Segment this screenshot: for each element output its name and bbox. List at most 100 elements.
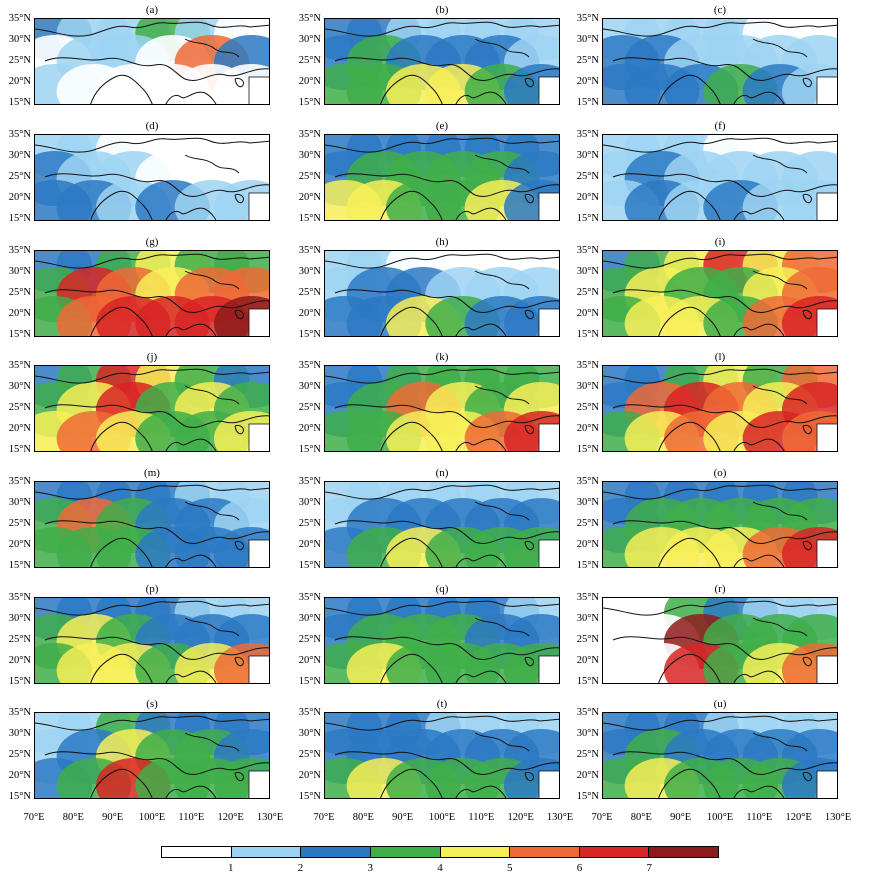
x-axis-tick-label: 100°E (428, 812, 456, 823)
y-axis-tick-label: 30°N (576, 381, 599, 392)
y-axis-tick-label: 25°N (298, 634, 321, 645)
contour-map (602, 134, 838, 221)
boundary-line (733, 323, 785, 336)
boundary-line (603, 21, 837, 37)
boundary-line (752, 385, 808, 405)
boundary-line (165, 785, 217, 798)
color-legend (161, 846, 719, 860)
boundary-line (658, 768, 721, 798)
x-axis-tick-label: 80°E (630, 812, 652, 823)
y-axis-tick-label: 20°N (298, 655, 321, 666)
boundary-line (44, 57, 269, 81)
inset-map-box (248, 76, 269, 104)
inset-map-box (816, 770, 837, 798)
boundary-line (802, 194, 812, 204)
y-axis-tick-label: 30°N (298, 497, 321, 508)
map-panel: (m) 35°N 30°N 25°N 20°N 15°N (0, 467, 270, 582)
y-axis-tick-label: 15°N (576, 791, 599, 802)
legend-swatch (510, 847, 580, 857)
y-axis-tick-label: 25°N (8, 634, 31, 645)
legend-tick-label: 4 (437, 862, 443, 874)
y-axis-tick-label: 20°N (8, 423, 31, 434)
y-axis-tick-label: 15°N (298, 791, 321, 802)
map-canvas (325, 366, 559, 451)
boundary-line (234, 541, 244, 551)
panel-label: (t) (436, 698, 448, 710)
boundary-line (380, 306, 443, 336)
contour-map (324, 134, 560, 221)
boundary-line (612, 751, 837, 775)
map-canvas (35, 366, 269, 451)
contour-map (602, 18, 838, 105)
boundary-line (44, 173, 269, 197)
boundary-line (184, 617, 240, 637)
y-axis-tick-label: 15°N (576, 97, 599, 108)
boundary-line (184, 501, 240, 521)
boundary-line (612, 520, 837, 544)
boundary-line (35, 368, 269, 384)
y-axis-tick-label: 15°N (576, 444, 599, 455)
boundary-line (455, 207, 507, 220)
boundary-line (234, 657, 244, 667)
map-canvas (35, 19, 269, 104)
contour-map (34, 712, 270, 799)
boundary-line (658, 190, 721, 220)
y-axis-tick-label: 20°N (576, 308, 599, 319)
boundary-line (733, 670, 785, 683)
map-panel: (h) 35°N 30°N 25°N 20°N 15°N (290, 236, 560, 351)
y-axis-tick-label: 15°N (298, 560, 321, 571)
y-axis-tick-label: 35°N (298, 13, 321, 24)
boundary-line (658, 653, 721, 683)
boundary-line (165, 670, 217, 683)
boundary-line (334, 404, 559, 428)
boundary-line (752, 154, 808, 174)
y-axis-tick-label: 20°N (8, 192, 31, 203)
boundary-line (733, 91, 785, 104)
y-axis-tick-label: 25°N (576, 634, 599, 645)
boundary-line (658, 74, 721, 104)
panel-label: (n) (435, 467, 449, 479)
boundary-line (752, 270, 808, 290)
boundary-line (165, 438, 217, 451)
boundary-line (612, 57, 837, 81)
y-axis-tick-label: 25°N (298, 55, 321, 66)
boundary-line (165, 91, 217, 104)
boundary-line (455, 554, 507, 567)
legend-tick-label: 6 (576, 862, 583, 874)
map-panel: (b) 35°N 30°N 25°N 20°N 15°N (290, 4, 560, 119)
legend-swatch (301, 847, 371, 857)
y-axis-tick-label: 20°N (298, 308, 321, 319)
contour-map (602, 365, 838, 452)
contour-map (34, 18, 270, 105)
y-axis-tick-label: 30°N (298, 728, 321, 739)
boundary-line (455, 670, 507, 683)
inset-map-box (816, 76, 837, 104)
boundary-line (474, 501, 530, 521)
map-canvas (603, 366, 837, 451)
boundary-line (603, 484, 837, 500)
y-axis-tick-label: 25°N (576, 749, 599, 760)
y-axis-tick-label: 35°N (576, 129, 599, 140)
boundary-line (35, 21, 269, 37)
legend-swatch (231, 847, 302, 857)
y-axis-tick-label: 35°N (298, 707, 321, 718)
boundary-line (334, 57, 559, 81)
x-axis-tick-label: 70°E (313, 812, 335, 823)
boundary-line (35, 600, 269, 616)
inset-map-box (538, 770, 559, 798)
boundary-line (802, 541, 812, 551)
y-axis-tick-label: 30°N (576, 266, 599, 277)
boundary-line (325, 137, 559, 153)
boundary-line (380, 653, 443, 683)
boundary-line (658, 306, 721, 336)
boundary-line (733, 438, 785, 451)
x-axis-tick-label: 90°E (102, 812, 124, 823)
inset-map-box (248, 192, 269, 220)
map-panel: (d) 35°N 30°N 25°N 20°N 15°N (0, 120, 270, 235)
y-axis-tick-label: 35°N (576, 592, 599, 603)
map-canvas (35, 251, 269, 336)
y-axis-tick-label: 25°N (8, 402, 31, 413)
y-axis-tick-label: 35°N (8, 707, 31, 718)
panel-label: (f) (714, 120, 726, 132)
x-axis-tick-label: 120°E (217, 812, 244, 823)
